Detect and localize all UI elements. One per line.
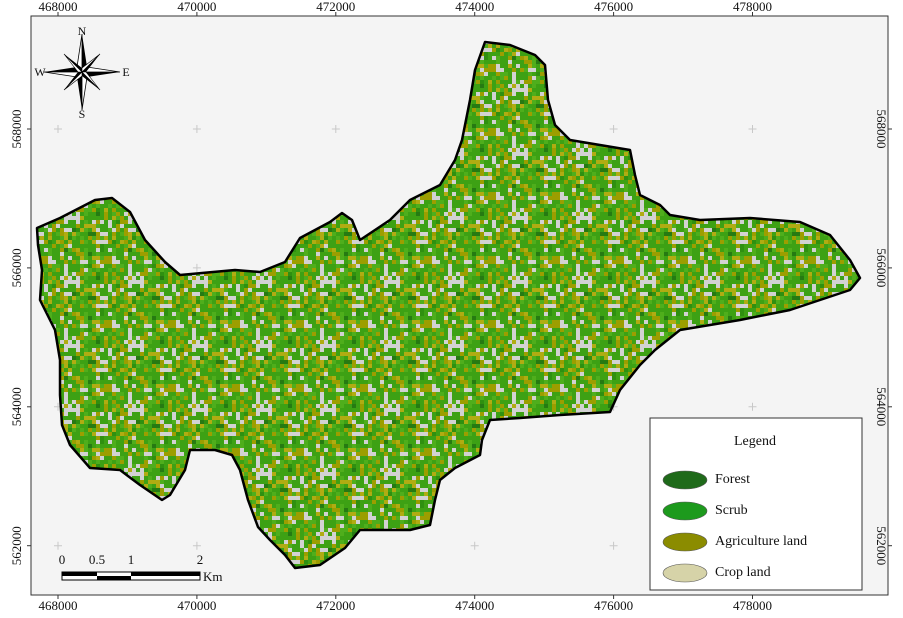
legend-swatch	[662, 501, 708, 521]
x-tick-label: 476000	[594, 0, 633, 14]
y-tick-label: 562000	[874, 526, 889, 565]
scale-bar: 0 0.5 1 2 Km	[59, 552, 223, 584]
y-tick-label: 566000	[9, 248, 24, 287]
grid-cross	[54, 541, 62, 550]
grid-cross	[192, 125, 201, 133]
x-tick-label: 470000	[177, 0, 216, 14]
legend: Legend Forest Scrub Agriculture land Crop l…	[649, 417, 863, 591]
x-tick-label: 474000	[455, 598, 494, 613]
y-tick-label: 568000	[9, 110, 24, 149]
grid-cross	[54, 125, 62, 133]
scale-unit: Km	[203, 569, 223, 584]
grid-cross	[748, 402, 757, 411]
scale-label: 2	[197, 552, 204, 567]
grid-cross	[748, 125, 757, 133]
legend-label: Agriculture land	[715, 534, 807, 549]
compass-n: N	[78, 24, 87, 38]
grid-cross	[192, 263, 201, 272]
legend-title: Legend	[734, 434, 776, 449]
y-tick-label: 566000	[874, 248, 889, 287]
legend-label: Forest	[715, 472, 750, 487]
x-tick-label: 472000	[316, 0, 355, 14]
grid-cross	[609, 541, 618, 550]
x-tick-label: 470000	[177, 598, 216, 613]
x-tick-label: 474000	[455, 0, 494, 14]
y-tick-label: 564000	[9, 387, 24, 426]
legend-swatch	[662, 563, 708, 583]
grid-cross	[609, 125, 618, 133]
legend-swatch	[662, 470, 708, 490]
scale-label: 0.5	[89, 552, 105, 567]
compass-w: W	[34, 65, 46, 79]
y-tick-label: 562000	[9, 526, 24, 565]
x-tick-label: 478000	[733, 0, 772, 14]
compass-s: S	[79, 107, 86, 121]
north-arrow: N S E W	[34, 24, 129, 121]
legend-label: Crop land	[715, 565, 771, 580]
grid-cross	[192, 541, 201, 550]
grid-cross	[470, 541, 479, 550]
x-tick-label: 478000	[733, 598, 772, 613]
scale-label: 0	[59, 552, 66, 567]
y-tick-label: 564000	[874, 387, 889, 426]
scale-label: 1	[128, 552, 135, 567]
grid-cross	[331, 125, 340, 133]
x-tick-label: 468000	[39, 0, 78, 14]
legend-swatch	[662, 532, 708, 552]
x-tick-label: 476000	[594, 598, 633, 613]
compass-e: E	[122, 65, 129, 79]
y-tick-label: 568000	[874, 110, 889, 149]
legend-label: Scrub	[715, 503, 748, 518]
x-tick-label: 472000	[316, 598, 355, 613]
study-area	[35, 40, 862, 570]
x-tick-label: 468000	[39, 598, 78, 613]
